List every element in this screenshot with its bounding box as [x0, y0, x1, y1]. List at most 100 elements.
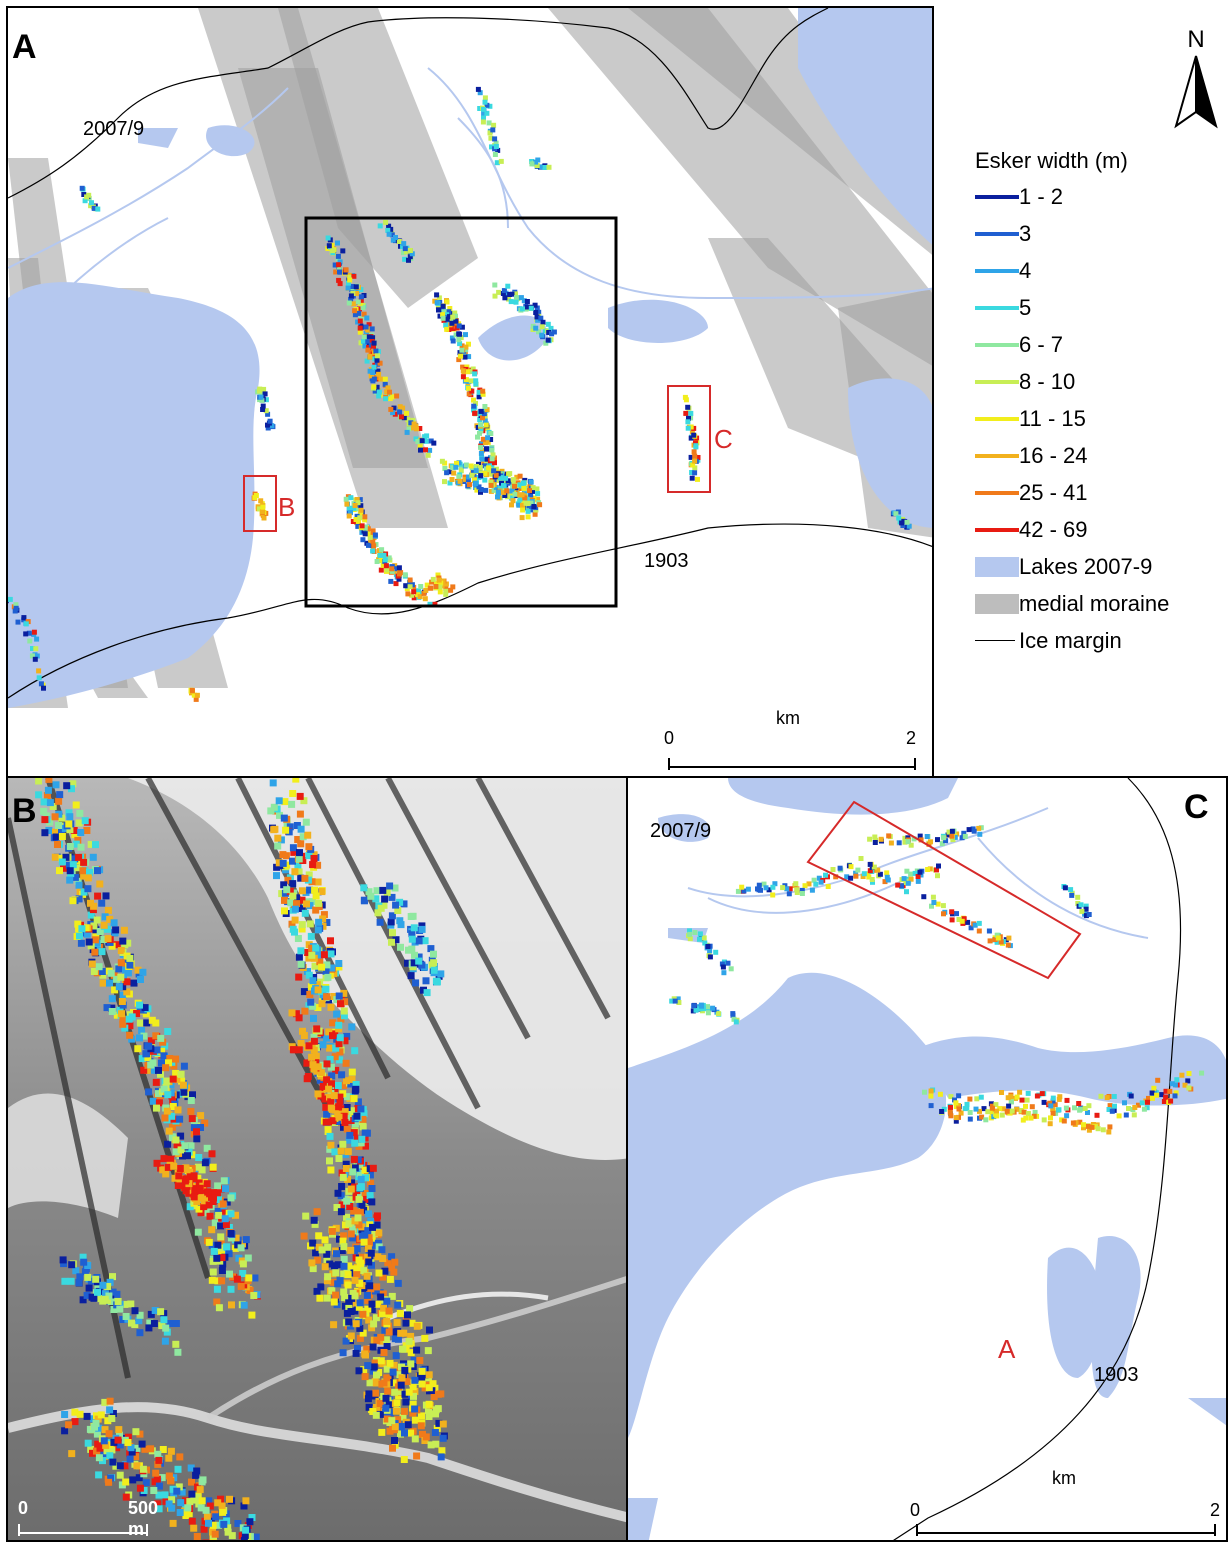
- legend-item-width-class: 5: [975, 289, 1225, 326]
- esker-point: [538, 315, 544, 321]
- esker-point: [418, 590, 423, 596]
- esker-point: [496, 289, 502, 295]
- esker-point: [1025, 1090, 1031, 1096]
- esker-point: [974, 1096, 980, 1102]
- esker-point: [1081, 1125, 1086, 1131]
- esker-point: [240, 1502, 248, 1510]
- esker-point: [323, 1256, 331, 1263]
- esker-point: [1078, 902, 1084, 908]
- esker-point: [460, 364, 466, 370]
- esker-point: [347, 1080, 355, 1088]
- esker-point: [281, 907, 288, 915]
- esker-point: [104, 906, 112, 914]
- esker-point: [75, 853, 83, 861]
- esker-point: [358, 1135, 366, 1143]
- esker-point: [349, 1225, 357, 1233]
- esker-point: [818, 879, 824, 885]
- year-label-1903-c: 1903: [1094, 1364, 1139, 1386]
- esker-point: [279, 851, 287, 859]
- esker-point: [413, 1346, 421, 1354]
- esker-point: [422, 596, 428, 602]
- esker-point: [437, 970, 445, 978]
- esker-point: [523, 500, 529, 506]
- esker-point: [293, 900, 300, 908]
- esker-point: [299, 833, 307, 841]
- esker-point: [1069, 892, 1075, 898]
- esker-point: [354, 1156, 362, 1164]
- esker-point: [487, 130, 493, 136]
- esker-point: [197, 1209, 205, 1217]
- esker-point: [205, 1201, 213, 1209]
- esker-point: [389, 1379, 397, 1387]
- esker-point: [136, 1001, 143, 1009]
- esker-point: [290, 848, 298, 856]
- esker-point: [397, 1430, 404, 1438]
- esker-point: [878, 836, 884, 842]
- esker-point: [378, 376, 384, 382]
- esker-point: [340, 989, 348, 997]
- esker-point: [364, 1253, 372, 1261]
- esker-point: [97, 1411, 105, 1419]
- esker-point: [956, 1093, 962, 1099]
- esker-point: [117, 959, 125, 967]
- esker-point: [106, 979, 113, 987]
- esker-point: [501, 288, 507, 294]
- esker-point: [346, 513, 352, 519]
- esker-point: [84, 1273, 92, 1281]
- ice-margin-swatch: [975, 640, 1015, 641]
- esker-point: [536, 309, 542, 315]
- esker-point: [133, 1010, 141, 1017]
- esker-point: [1146, 1095, 1151, 1101]
- esker-point: [326, 1055, 334, 1063]
- esker-point: [306, 920, 314, 928]
- esker-point: [428, 438, 434, 444]
- esker-point: [157, 1034, 165, 1042]
- esker-point: [411, 425, 416, 431]
- esker-point: [68, 1450, 76, 1458]
- inset-box-a-red: [806, 800, 1082, 980]
- esker-point: [699, 1003, 705, 1009]
- esker-point: [289, 880, 297, 888]
- esker-point: [131, 1307, 139, 1315]
- esker-point: [477, 465, 483, 470]
- esker-point: [353, 284, 359, 290]
- esker-point: [976, 928, 982, 934]
- esker-point: [328, 964, 336, 972]
- esker-point: [335, 1021, 343, 1029]
- esker-point: [92, 1275, 100, 1283]
- esker-point: [26, 630, 32, 636]
- esker-point: [325, 1085, 333, 1093]
- esker-point: [316, 1294, 324, 1302]
- esker-point: [433, 584, 439, 589]
- esker-point: [169, 1485, 177, 1493]
- esker-point: [485, 435, 491, 441]
- esker-point: [928, 839, 933, 845]
- esker-point: [411, 421, 417, 427]
- esker-point: [365, 1258, 373, 1266]
- esker-point: [517, 473, 523, 479]
- esker-point: [362, 525, 368, 531]
- esker-point: [388, 912, 396, 920]
- esker-point: [60, 1260, 68, 1268]
- esker-point: [688, 424, 694, 430]
- esker-point: [232, 1234, 240, 1242]
- esker-point: [937, 1091, 943, 1097]
- esker-point: [58, 833, 66, 840]
- esker-point: [173, 1487, 181, 1495]
- esker-point: [345, 1136, 353, 1144]
- esker-point: [701, 935, 707, 941]
- esker-point: [1155, 1077, 1161, 1083]
- esker-point: [893, 511, 899, 517]
- esker-point: [297, 825, 305, 833]
- esker-point: [84, 1439, 92, 1447]
- esker-point: [1057, 1094, 1063, 1100]
- esker-point: [481, 106, 486, 112]
- esker-point: [69, 780, 77, 788]
- esker-point: [203, 1180, 211, 1188]
- esker-point: [190, 1124, 198, 1132]
- esker-point: [336, 1097, 344, 1105]
- esker-point: [366, 334, 372, 340]
- esker-point: [183, 1509, 191, 1517]
- esker-point: [305, 871, 313, 879]
- esker-point: [373, 1221, 381, 1229]
